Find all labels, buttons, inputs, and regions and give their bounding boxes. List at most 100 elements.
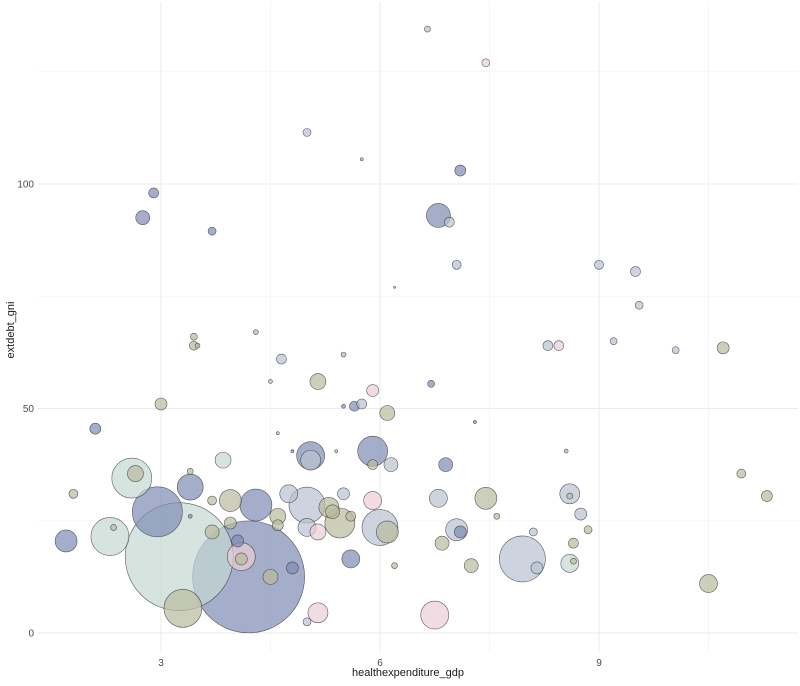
data-point-bubble bbox=[474, 486, 498, 510]
data-point-bubble bbox=[356, 398, 368, 410]
data-point-bubble bbox=[563, 448, 569, 454]
data-point-bubble bbox=[634, 300, 644, 310]
data-point-bubble bbox=[481, 58, 491, 68]
data-point-bubble bbox=[453, 525, 467, 539]
data-point-bubble bbox=[424, 25, 431, 33]
data-point-bubble bbox=[302, 617, 312, 627]
data-point-bubble bbox=[367, 459, 379, 470]
x-tick-label: 3 bbox=[158, 658, 164, 669]
data-point-bubble bbox=[609, 337, 618, 345]
data-point-bubble bbox=[110, 524, 117, 531]
data-point-bubble bbox=[671, 346, 680, 354]
data-point-bubble bbox=[231, 534, 244, 548]
data-point-bubble bbox=[135, 210, 151, 225]
data-point-bubble bbox=[127, 465, 144, 482]
data-point-bubble bbox=[530, 561, 544, 575]
data-point-bubble bbox=[383, 457, 399, 472]
y-tick-label: 0 bbox=[28, 629, 34, 640]
data-point-bubble bbox=[420, 600, 450, 630]
data-point-bubble bbox=[262, 569, 279, 585]
data-point-bubble bbox=[499, 535, 546, 583]
data-point-bubble bbox=[716, 341, 730, 355]
data-point-bubble bbox=[427, 380, 435, 388]
data-point-bubble bbox=[366, 384, 380, 397]
y-tick-label: 100 bbox=[17, 180, 34, 191]
data-point-bubble bbox=[89, 422, 102, 435]
data-point-bubble bbox=[340, 351, 347, 358]
data-point-bubble bbox=[290, 449, 295, 453]
data-point-bubble bbox=[375, 520, 399, 544]
data-point-bubble bbox=[630, 266, 641, 277]
data-point-bubble bbox=[528, 527, 538, 537]
data-point-bubble bbox=[761, 490, 773, 502]
data-point-bubble bbox=[148, 187, 159, 199]
data-point-bubble bbox=[568, 537, 579, 549]
data-point-bubble bbox=[337, 487, 350, 501]
data-point-bubble bbox=[163, 589, 203, 628]
data-point-bubble bbox=[132, 486, 183, 538]
data-point-bubble bbox=[451, 260, 462, 270]
data-point-bubble bbox=[204, 524, 220, 540]
x-tick-label: 9 bbox=[596, 658, 602, 669]
tick-labels: 3 6 9 0 50 100 bbox=[17, 180, 602, 670]
data-point-bubble bbox=[253, 329, 259, 335]
bubbles bbox=[54, 25, 773, 634]
data-point-bubble bbox=[286, 561, 299, 575]
data-point-bubble bbox=[553, 340, 565, 351]
data-point-bubble bbox=[68, 489, 79, 499]
data-point-bubble bbox=[307, 602, 329, 624]
data-point-bubble bbox=[429, 488, 448, 508]
data-point-bubble bbox=[302, 128, 312, 137]
data-point-bubble bbox=[391, 562, 398, 569]
data-point-bubble bbox=[279, 484, 299, 504]
data-point-bubble bbox=[235, 552, 248, 566]
data-point-bubble bbox=[275, 431, 280, 435]
data-point-bubble bbox=[566, 492, 574, 500]
data-point-bubble bbox=[214, 451, 232, 469]
data-point-bubble bbox=[341, 549, 361, 569]
data-point-bubble bbox=[194, 342, 201, 349]
data-point-bubble bbox=[359, 157, 364, 162]
y-tick-label: 50 bbox=[23, 404, 35, 415]
data-point-bubble bbox=[309, 523, 327, 541]
data-point-bubble bbox=[560, 554, 580, 573]
data-point-bubble bbox=[239, 488, 273, 522]
data-point-bubble bbox=[699, 574, 718, 593]
data-point-bubble bbox=[379, 405, 396, 421]
data-point-bubble bbox=[309, 373, 327, 390]
data-point-bubble bbox=[363, 491, 383, 510]
data-point-bubble bbox=[176, 473, 204, 501]
data-point-bubble bbox=[434, 535, 450, 551]
data-point-bubble bbox=[219, 489, 242, 512]
data-point-bubble bbox=[190, 332, 198, 341]
data-point-bubble bbox=[268, 379, 273, 384]
data-point-bubble bbox=[90, 517, 130, 556]
data-point-bubble bbox=[54, 529, 78, 553]
data-point-bubble bbox=[454, 164, 467, 177]
data-point-bubble bbox=[341, 403, 346, 409]
data-point-bubble bbox=[154, 397, 168, 411]
x-tick-label: 6 bbox=[377, 658, 383, 669]
data-point-bubble bbox=[334, 449, 339, 453]
data-point-bubble bbox=[438, 457, 454, 472]
data-point-bubble bbox=[542, 340, 554, 351]
y-axis-title: extdebt_gni bbox=[5, 302, 17, 359]
data-point-bubble bbox=[186, 468, 194, 475]
data-point-bubble bbox=[300, 449, 321, 471]
data-point-bubble bbox=[583, 525, 593, 535]
data-point-bubble bbox=[224, 516, 237, 530]
data-point-bubble bbox=[325, 504, 340, 520]
data-point-bubble bbox=[345, 510, 357, 522]
data-point-bubble bbox=[187, 513, 193, 519]
data-point-bubble bbox=[276, 353, 287, 365]
data-point-bubble bbox=[271, 519, 284, 532]
data-point-bubble bbox=[736, 468, 747, 479]
data-point-bubble bbox=[473, 420, 477, 424]
data-point-bubble bbox=[570, 557, 577, 565]
x-axis-title: healthexpenditure_gdp bbox=[352, 667, 464, 679]
data-point-bubble bbox=[444, 216, 455, 228]
data-point-bubble bbox=[393, 285, 396, 289]
data-point-bubble bbox=[207, 495, 217, 506]
